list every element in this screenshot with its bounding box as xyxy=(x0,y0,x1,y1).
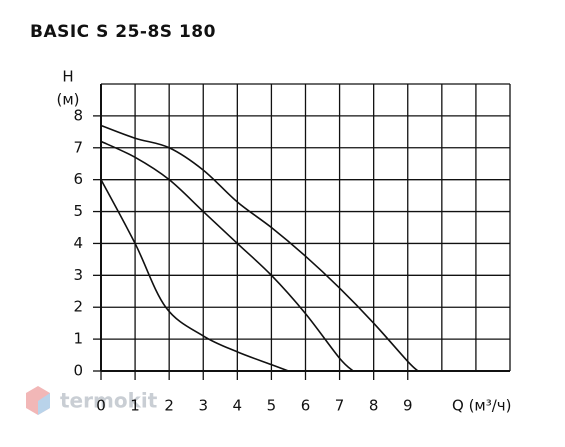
x-tick-label: 5 xyxy=(267,397,277,415)
y-tick-label: 3 xyxy=(73,266,83,284)
y-tick-label: 2 xyxy=(73,298,83,316)
pump-curve xyxy=(100,179,289,372)
y-axis-unit: (м) xyxy=(56,91,79,109)
y-axis-label: H xyxy=(62,68,73,86)
x-tick-label: 8 xyxy=(369,397,379,415)
y-tick-label: 7 xyxy=(73,138,83,156)
x-tick-label: 6 xyxy=(301,397,311,415)
watermark: termokit xyxy=(60,389,158,413)
x-axis-label: Q (м³/ч) xyxy=(452,397,512,415)
x-tick-label: 1 xyxy=(130,397,140,415)
pump-curve xyxy=(100,140,354,372)
x-tick-label: 2 xyxy=(164,397,174,415)
watermark-logo xyxy=(26,386,50,415)
x-tick-label: 9 xyxy=(403,397,413,415)
y-tick-label: 8 xyxy=(73,106,83,124)
x-tick-label: 0 xyxy=(96,397,106,415)
y-tick-label: 6 xyxy=(73,170,83,188)
y-tick-label: 0 xyxy=(73,362,83,380)
x-tick-label: 4 xyxy=(233,397,243,415)
x-tick-label: 3 xyxy=(198,397,208,415)
chart-title: BASIC S 25-8S 180 xyxy=(30,22,216,42)
y-tick-label: 1 xyxy=(73,330,83,348)
y-tick-label: 5 xyxy=(73,202,83,220)
x-tick-label: 7 xyxy=(335,397,345,415)
pump-curve xyxy=(100,124,419,372)
y-tick-label: 4 xyxy=(73,234,83,252)
